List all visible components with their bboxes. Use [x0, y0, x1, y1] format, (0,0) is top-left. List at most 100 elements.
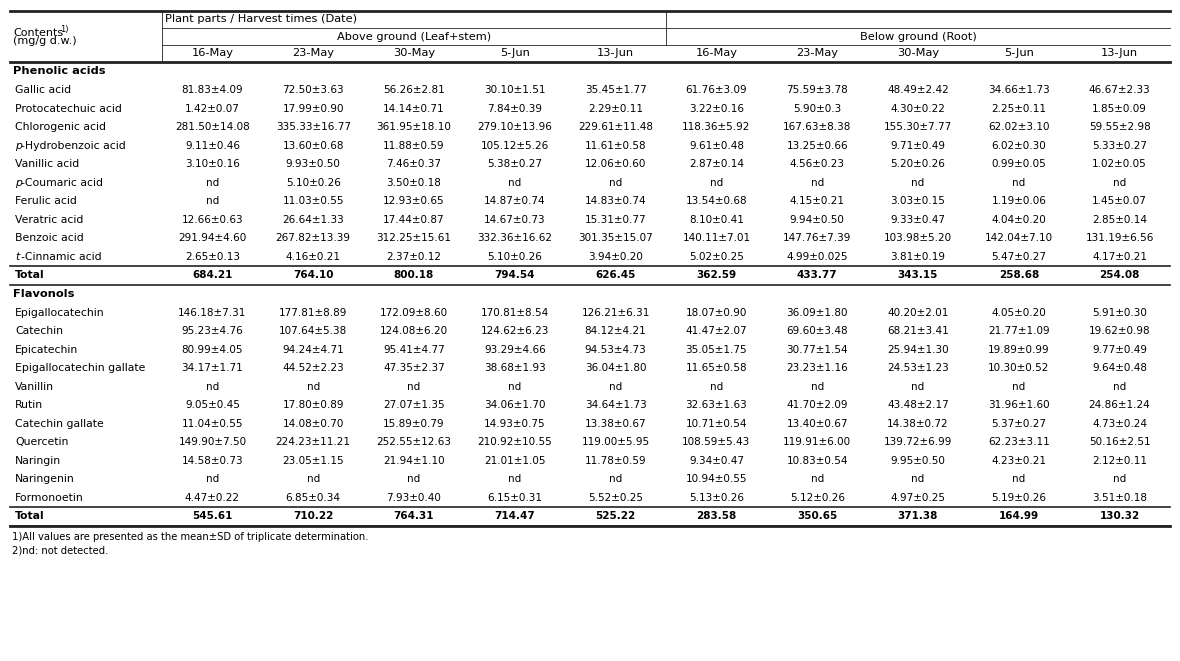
Text: 170.81±8.54: 170.81±8.54 [480, 308, 549, 318]
Text: 34.17±1.71: 34.17±1.71 [182, 364, 243, 373]
Text: 75.59±3.78: 75.59±3.78 [786, 85, 848, 95]
Text: 1.42±0.07: 1.42±0.07 [185, 104, 240, 114]
Text: 252.55±12.63: 252.55±12.63 [376, 437, 452, 447]
Text: 131.19±6.56: 131.19±6.56 [1086, 233, 1154, 243]
Text: 5.52±0.25: 5.52±0.25 [588, 492, 643, 503]
Text: 794.54: 794.54 [494, 270, 535, 280]
Text: 3.94±0.20: 3.94±0.20 [588, 252, 643, 262]
Text: 19.89±0.99: 19.89±0.99 [988, 345, 1050, 355]
Text: 21.94±1.10: 21.94±1.10 [384, 455, 445, 466]
Text: nd: nd [811, 382, 824, 392]
Text: 6.15±0.31: 6.15±0.31 [487, 492, 543, 503]
Text: Vanillin: Vanillin [15, 382, 54, 392]
Text: 4.04±0.20: 4.04±0.20 [991, 215, 1047, 225]
Text: 1)All values are presented as the mean±SD of triplicate determination.: 1)All values are presented as the mean±S… [12, 533, 368, 543]
Text: nd: nd [710, 178, 723, 188]
Text: nd: nd [811, 178, 824, 188]
Text: Quercetin: Quercetin [15, 437, 68, 447]
Text: 18.07±0.90: 18.07±0.90 [686, 308, 747, 318]
Text: 14.83±0.74: 14.83±0.74 [585, 196, 647, 206]
Text: 17.44±0.87: 17.44±0.87 [384, 215, 445, 225]
Text: 7.93±0.40: 7.93±0.40 [387, 492, 441, 503]
Text: 5-Jun: 5-Jun [500, 48, 530, 59]
Text: 4.23±0.21: 4.23±0.21 [991, 455, 1047, 466]
Text: 15.89±0.79: 15.89±0.79 [384, 419, 445, 429]
Text: 23.05±1.15: 23.05±1.15 [282, 455, 345, 466]
Text: Vanillic acid: Vanillic acid [15, 159, 79, 169]
Text: 41.47±2.07: 41.47±2.07 [686, 327, 747, 336]
Text: 9.33±0.47: 9.33±0.47 [891, 215, 945, 225]
Text: 32.63±1.63: 32.63±1.63 [686, 401, 747, 410]
Text: nd: nd [205, 474, 219, 485]
Text: 283.58: 283.58 [696, 511, 736, 522]
Text: p: p [15, 178, 22, 188]
Text: 281.50±14.08: 281.50±14.08 [175, 122, 250, 132]
Text: 9.95±0.50: 9.95±0.50 [891, 455, 945, 466]
Text: 13-Jun: 13-Jun [1101, 48, 1139, 59]
Text: 50.16±2.51: 50.16±2.51 [1089, 437, 1150, 447]
Text: 21.01±1.05: 21.01±1.05 [484, 455, 545, 466]
Text: 9.34±0.47: 9.34±0.47 [689, 455, 743, 466]
Text: 34.06±1.70: 34.06±1.70 [484, 401, 545, 410]
Text: 25.94±1.30: 25.94±1.30 [887, 345, 949, 355]
Text: 31.96±1.60: 31.96±1.60 [988, 401, 1050, 410]
Text: 36.04±1.80: 36.04±1.80 [585, 364, 647, 373]
Text: 94.53±4.73: 94.53±4.73 [585, 345, 647, 355]
Text: 95.41±4.77: 95.41±4.77 [384, 345, 445, 355]
Text: 332.36±16.62: 332.36±16.62 [477, 233, 552, 243]
Text: 301.35±15.07: 301.35±15.07 [578, 233, 653, 243]
Text: 0.99±0.05: 0.99±0.05 [991, 159, 1047, 169]
Text: 140.11±7.01: 140.11±7.01 [682, 233, 750, 243]
Text: 2.65±0.13: 2.65±0.13 [185, 252, 240, 262]
Text: 6.85±0.34: 6.85±0.34 [286, 492, 341, 503]
Text: 10.30±0.52: 10.30±0.52 [988, 364, 1049, 373]
Text: Total: Total [15, 511, 45, 522]
Text: 9.11±0.46: 9.11±0.46 [185, 141, 240, 151]
Text: 124.08±6.20: 124.08±6.20 [380, 327, 448, 336]
Text: nd: nd [911, 178, 925, 188]
Text: 11.78±0.59: 11.78±0.59 [585, 455, 647, 466]
Text: Epigallocatechin gallate: Epigallocatechin gallate [15, 364, 145, 373]
Text: 9.94±0.50: 9.94±0.50 [789, 215, 845, 225]
Text: 13.25±0.66: 13.25±0.66 [786, 141, 848, 151]
Text: 2.12±0.11: 2.12±0.11 [1093, 455, 1147, 466]
Text: nd: nd [609, 178, 622, 188]
Text: 3.10±0.16: 3.10±0.16 [185, 159, 240, 169]
Text: nd: nd [307, 474, 320, 485]
Text: 545.61: 545.61 [192, 511, 232, 522]
Text: p: p [15, 141, 22, 151]
Text: 1.19±0.06: 1.19±0.06 [991, 196, 1047, 206]
Text: 30.10±1.51: 30.10±1.51 [484, 85, 545, 95]
Text: Gallic acid: Gallic acid [15, 85, 71, 95]
Text: nd: nd [509, 382, 522, 392]
Text: 5.90±0.3: 5.90±0.3 [793, 104, 841, 114]
Text: 5.37±0.27: 5.37±0.27 [991, 419, 1047, 429]
Text: 167.63±8.38: 167.63±8.38 [784, 122, 852, 132]
Text: nd: nd [205, 178, 219, 188]
Text: 5.10±0.26: 5.10±0.26 [487, 252, 543, 262]
Text: 5.12±0.26: 5.12±0.26 [789, 492, 845, 503]
Text: nd: nd [1012, 178, 1025, 188]
Text: 2.37±0.12: 2.37±0.12 [387, 252, 441, 262]
Text: 81.83±4.09: 81.83±4.09 [182, 85, 243, 95]
Text: 10.83±0.54: 10.83±0.54 [786, 455, 848, 466]
Text: 43.48±2.17: 43.48±2.17 [887, 401, 949, 410]
Text: 26.64±1.33: 26.64±1.33 [282, 215, 345, 225]
Text: 44.52±2.23: 44.52±2.23 [282, 364, 345, 373]
Text: 47.35±2.37: 47.35±2.37 [384, 364, 445, 373]
Text: 27.07±1.35: 27.07±1.35 [384, 401, 445, 410]
Text: nd: nd [609, 474, 622, 485]
Text: Formonoetin: Formonoetin [15, 492, 84, 503]
Text: 3.51±0.18: 3.51±0.18 [1093, 492, 1147, 503]
Text: 35.05±1.75: 35.05±1.75 [686, 345, 747, 355]
Text: 24.86±1.24: 24.86±1.24 [1089, 401, 1150, 410]
Text: nd: nd [911, 474, 925, 485]
Text: 34.64±1.73: 34.64±1.73 [585, 401, 647, 410]
Text: nd: nd [1113, 474, 1126, 485]
Text: Ferulic acid: Ferulic acid [15, 196, 77, 206]
Text: 147.76±7.39: 147.76±7.39 [784, 233, 852, 243]
Text: nd: nd [1012, 474, 1025, 485]
Text: 1.85±0.09: 1.85±0.09 [1093, 104, 1147, 114]
Text: Epicatechin: Epicatechin [15, 345, 78, 355]
Text: nd: nd [911, 382, 925, 392]
